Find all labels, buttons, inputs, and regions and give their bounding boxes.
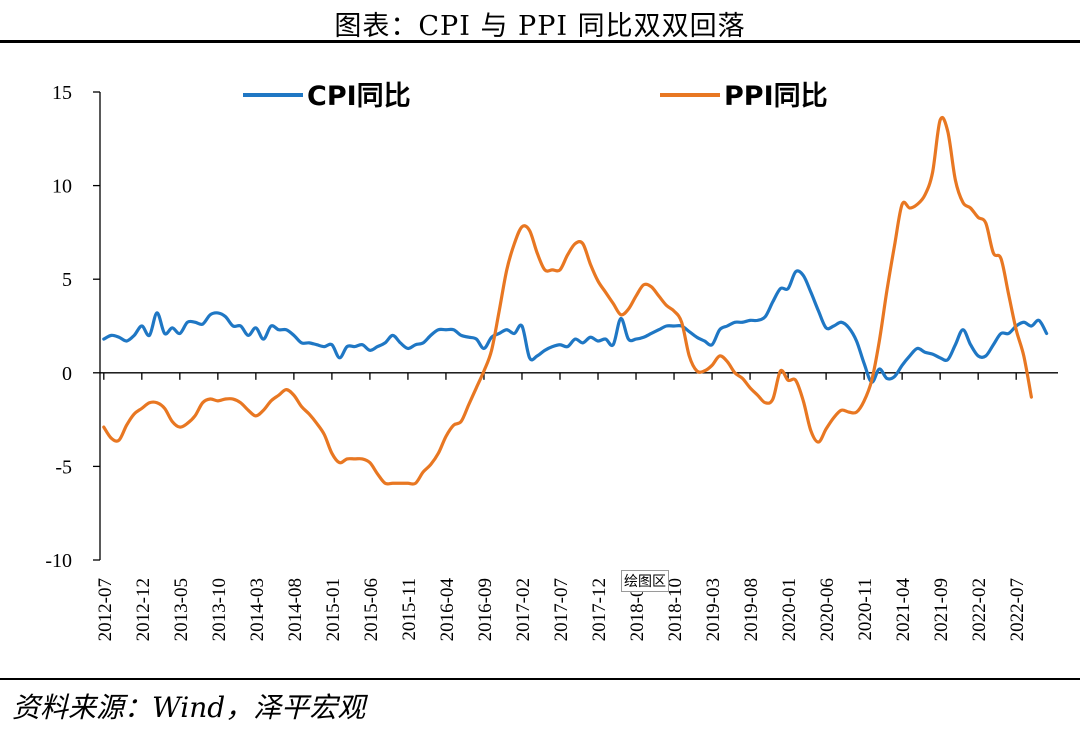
x-tick-label: 2020-06 xyxy=(817,578,838,641)
line-chart: 15 10 5 0 -5 -10 2012-07 2012-12 2013-05 2013-10 2… xyxy=(45,81,1058,641)
x-tick-label: 2012-07 xyxy=(95,578,116,641)
x-tick-label: 2012-12 xyxy=(133,578,154,641)
y-tick-label: 10 xyxy=(52,176,72,198)
x-tick-label: 2016-09 xyxy=(475,578,496,641)
x-tick-label: 2019-03 xyxy=(703,578,724,641)
x-tick-label: 2015-11 xyxy=(399,578,420,641)
legend: CPI同比 PPI同比 xyxy=(243,81,828,112)
x-tick-label: 2017-02 xyxy=(513,578,534,641)
x-tick-label: 2022-02 xyxy=(969,578,990,641)
x-tick-label: 2017-07 xyxy=(551,578,572,641)
x-tick-label: 2014-08 xyxy=(285,578,306,641)
series-line-cpi xyxy=(102,269,1049,384)
x-tick-label: 2015-06 xyxy=(361,578,382,641)
x-tick-label: 2020-01 xyxy=(779,578,800,641)
y-tick-label: 5 xyxy=(62,269,72,291)
x-tick-label: 2021-09 xyxy=(931,578,952,641)
series-line-ppi xyxy=(102,115,1033,486)
x-tick-label: 2017-12 xyxy=(589,578,610,641)
x-tick-label: 2014-03 xyxy=(247,578,268,641)
chart-title: 图表：CPI 与 PPI 同比双双回落 xyxy=(334,11,746,42)
source-note: 资料来源：Wind，泽平宏观 xyxy=(12,691,366,724)
x-tick-label: 2013-10 xyxy=(209,578,230,641)
series-lines xyxy=(102,115,1049,486)
x-tick-label: 2018-05 xyxy=(627,578,648,641)
y-tick-label: 15 xyxy=(52,82,72,104)
x-tick-label: 2015-01 xyxy=(323,578,344,641)
x-tick-label: 2013-05 xyxy=(171,578,192,641)
footer-divider xyxy=(0,678,1080,680)
x-tick-label: 2020-11 xyxy=(855,578,876,641)
title-divider xyxy=(0,40,1080,43)
x-tick-label: 2019-08 xyxy=(741,578,762,641)
legend-label-ppi: PPI同比 xyxy=(724,81,828,112)
x-tick-label: 2018-10 xyxy=(665,578,686,641)
legend-label-cpi: CPI同比 xyxy=(307,81,411,112)
axes: 15 10 5 0 -5 -10 2012-07 2012-12 2013-05 2013-10 2… xyxy=(45,82,1058,641)
y-tick-label: -5 xyxy=(55,456,72,478)
x-tick-label: 2016-04 xyxy=(437,578,458,642)
x-tick-label: 2022-07 xyxy=(1007,578,1028,641)
plot-area-tag: 绘图区 xyxy=(621,570,669,592)
x-tick-label: 2021-04 xyxy=(893,578,914,642)
y-tick-label: -10 xyxy=(45,550,72,572)
y-tick-label: 0 xyxy=(62,363,72,385)
